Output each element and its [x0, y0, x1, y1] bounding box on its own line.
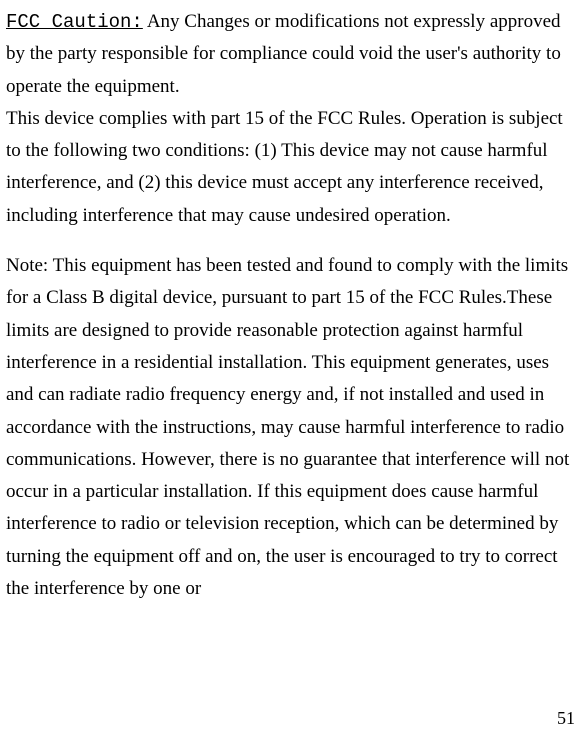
- page-content: FCC Caution: Any Changes or modification…: [0, 0, 587, 605]
- fcc-caution-heading: FCC Caution:: [6, 11, 143, 33]
- paragraph-2: This device complies with part 15 of the…: [6, 103, 581, 232]
- paragraph-3: Note: This equipment has been tested and…: [6, 250, 581, 605]
- page-number: 51: [557, 708, 575, 729]
